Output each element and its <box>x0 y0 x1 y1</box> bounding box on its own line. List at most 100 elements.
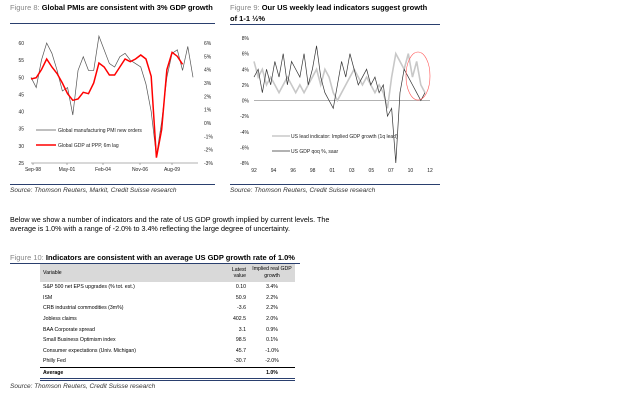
table-cell: ISM <box>43 294 53 301</box>
table-cell: 98.5 <box>235 337 246 344</box>
table-cell: Jobless claims <box>43 316 77 323</box>
table-row: S&P 500 net EPS upgrades (% tot. est.) 0.… <box>40 282 295 293</box>
divider <box>230 24 440 25</box>
table-cell: 0.10 <box>235 284 246 291</box>
highlight-circle <box>405 51 431 101</box>
column-header: Latest value <box>216 264 249 282</box>
series-line-1 <box>253 45 426 164</box>
y-tick: 8% <box>242 36 250 42</box>
divider <box>10 184 215 185</box>
x-tick: 01 <box>329 168 335 174</box>
x-tick: Feb-04 <box>95 167 111 173</box>
y-right-tick: 0% <box>204 121 212 127</box>
table-cell: Average <box>43 370 64 377</box>
table-cell: 50.9 <box>235 294 246 301</box>
legend-label: US GDP qoq %, saar <box>291 149 338 155</box>
x-tick: May-01 <box>59 167 76 173</box>
y-left-tick: 35 <box>18 127 24 133</box>
average-row: Average 1.0% <box>40 367 295 380</box>
series-line-0 <box>253 51 426 109</box>
indicators-table: Variable Latest value Implied real GDP g… <box>40 264 295 381</box>
table-cell: 0.9% <box>266 326 278 333</box>
table-row: Jobless claims 402.5 2.0% <box>40 314 295 325</box>
y-left-tick: 55 <box>18 58 24 64</box>
x-tick: Aug-09 <box>164 167 180 173</box>
x-tick: 94 <box>271 168 277 174</box>
table-cell: 3.4% <box>266 284 278 291</box>
x-tick: 98 <box>310 168 316 174</box>
y-left-tick: 45 <box>18 92 24 98</box>
x-tick: 96 <box>290 168 296 174</box>
table-cell: CRB industrial commodities (3m%) <box>43 305 124 312</box>
y-tick: 4% <box>242 67 250 73</box>
y-left-tick: 50 <box>18 75 24 81</box>
series-line-1 <box>30 51 184 158</box>
figure8-source: Source: Thomson Reuters, Markit, Credit … <box>10 187 177 194</box>
x-tick: 12 <box>427 168 433 174</box>
y-left-tick: 40 <box>18 110 24 116</box>
y-right-tick: 1% <box>204 108 212 114</box>
table-cell: -1.0% <box>265 347 279 354</box>
table-row: CRB industrial commodities (3m%) -3.6 2.2% <box>40 303 295 314</box>
y-right-tick: -3% <box>204 161 213 167</box>
table-cell: 3.1 <box>238 326 246 333</box>
x-tick: Sep-98 <box>25 167 41 173</box>
table-row: Small Business Optimism index 98.5 0.1% <box>40 335 295 346</box>
y-tick: -2% <box>240 114 249 120</box>
y-right-tick: -2% <box>204 148 213 154</box>
table-cell: Philly Fed <box>43 358 66 365</box>
y-right-tick: 5% <box>204 54 212 60</box>
column-header: Implied real GDP growth <box>249 264 295 282</box>
x-tick: 92 <box>251 168 257 174</box>
table-cell: 1.0% <box>266 370 278 377</box>
table-cell: 402.5 <box>233 316 246 323</box>
y-right-tick: -1% <box>204 134 213 140</box>
figure9-chart: 8% 6% 4% 2% 0% -2% -4% -6% -8%92 94 96 98 01 03 05 07 10… <box>240 36 433 174</box>
divider <box>10 23 215 24</box>
x-tick: 03 <box>349 168 355 174</box>
y-right-tick: 4% <box>204 68 212 74</box>
y-tick: 2% <box>242 83 250 89</box>
table-row: Consumer expectations (Univ. Michigan) 45… <box>40 346 295 357</box>
table-row: BAA Corporate spread 3.1 0.9% <box>40 324 295 335</box>
y-right-tick: 6% <box>204 41 212 47</box>
x-tick: 10 <box>408 168 414 174</box>
y-tick: -8% <box>240 161 249 167</box>
table-cell: 2.2% <box>266 305 278 312</box>
divider <box>10 263 300 264</box>
y-left-tick: 25 <box>18 161 24 167</box>
y-tick: -6% <box>240 145 249 151</box>
legend-label: Global manufacturing PMI new orders <box>58 128 142 134</box>
table-cell: -30.7 <box>234 358 246 365</box>
x-tick: Nov-06 <box>132 167 148 173</box>
divider <box>230 184 440 185</box>
table-cell: 0.1% <box>266 337 278 344</box>
y-left-tick: 30 <box>18 144 24 150</box>
legend-label: Global GDP at PPP, 6m lag <box>58 143 119 149</box>
table-cell: 2.2% <box>266 294 278 301</box>
table-cell: 2.0% <box>266 316 278 323</box>
figure8-title: Figure 8: Global PMIs are consistent wit… <box>10 3 213 12</box>
y-tick: 6% <box>242 52 250 58</box>
y-tick: 0% <box>242 99 250 105</box>
table-cell: Consumer expectations (Univ. Michigan) <box>43 347 137 354</box>
table-cell: -3.6 <box>237 305 246 312</box>
table-cell: BAA Corporate spread <box>43 326 95 333</box>
x-tick: 07 <box>388 168 394 174</box>
legend-label: US lead indicator: Implied GDP growth (1… <box>291 134 398 140</box>
table-cell: Small Business Optimism index <box>43 337 116 344</box>
x-tick: 05 <box>369 168 375 174</box>
figure9-source: Source: Thomson Reuters, Credit Suisse r… <box>230 187 376 194</box>
y-right-tick: 3% <box>204 81 212 87</box>
table-row: Philly Fed -30.7 -2.0% <box>40 356 295 367</box>
table-cell: 45.7 <box>235 347 246 354</box>
series-line-0 <box>30 34 194 157</box>
table-row: ISM 50.9 2.2% <box>40 293 295 304</box>
table-cell: -2.0% <box>265 358 279 365</box>
figure10-source: Source: Thomson Reuters, Credit Suisse r… <box>10 383 156 390</box>
table-cell: S&P 500 net EPS upgrades (% tot. est.) <box>43 284 135 291</box>
figure9-title: Figure 9: Our US weekly lead indicators … <box>230 3 428 23</box>
y-tick: -4% <box>240 130 249 136</box>
y-left-tick: 60 <box>18 41 24 47</box>
column-header: Variable <box>40 264 216 282</box>
